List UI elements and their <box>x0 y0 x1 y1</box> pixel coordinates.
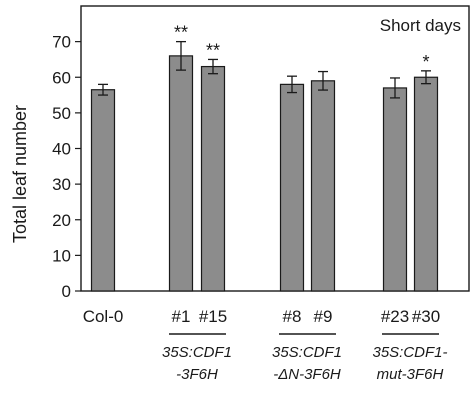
y-axis-ticks: 0 10 20 30 40 50 60 70 <box>52 33 81 301</box>
significance-marker: ** <box>206 40 220 60</box>
y-tick-label: 50 <box>52 104 71 123</box>
bar <box>310 80 336 292</box>
x-tick-label: #30 <box>412 307 440 326</box>
y-tick-label: 30 <box>52 175 71 194</box>
bar <box>382 87 408 292</box>
significance-marker: ** <box>174 23 188 43</box>
y-tick-label: 20 <box>52 211 71 230</box>
group-label-line2: mut-3F6H <box>377 366 444 383</box>
bar <box>279 83 305 292</box>
y-axis-label: Total leaf number <box>10 105 30 243</box>
bar <box>90 89 116 292</box>
x-tick-label: #15 <box>199 307 227 326</box>
y-tick-label: 70 <box>52 33 71 52</box>
group-label-line1: 35S:CDF1- <box>372 344 447 361</box>
bar-labels: Col-0 #1 #15 #8 #9 #23 #30 <box>83 307 441 326</box>
annotation-short-days: Short days <box>380 16 461 35</box>
x-tick-label: #9 <box>314 307 333 326</box>
axes <box>80 5 470 292</box>
significance-marker: * <box>422 52 429 72</box>
y-tick-label: 10 <box>52 246 71 265</box>
bar <box>168 55 194 292</box>
group-labels: 35S:CDF1 -3F6H 35S:CDF1 -ΔN-3F6H 35S:CDF1- mu… <box>162 333 448 383</box>
x-tick-label: #23 <box>381 307 409 326</box>
bar <box>200 65 226 292</box>
y-tick-label: 0 <box>62 282 71 301</box>
x-tick-label: #8 <box>283 307 302 326</box>
x-tick-label: Col-0 <box>83 307 124 326</box>
group-label-line1: 35S:CDF1 <box>272 344 342 361</box>
group-label-line1: 35S:CDF1 <box>162 344 232 361</box>
y-tick-label: 40 <box>52 140 71 159</box>
x-tick-label: #1 <box>172 307 191 326</box>
group-label-line2: -3F6H <box>176 366 218 383</box>
bars: ***** <box>90 23 439 292</box>
plot-frame <box>80 5 470 292</box>
bar <box>413 76 439 292</box>
y-tick-label: 60 <box>52 68 71 87</box>
group-label-line2: -ΔN-3F6H <box>273 366 341 383</box>
